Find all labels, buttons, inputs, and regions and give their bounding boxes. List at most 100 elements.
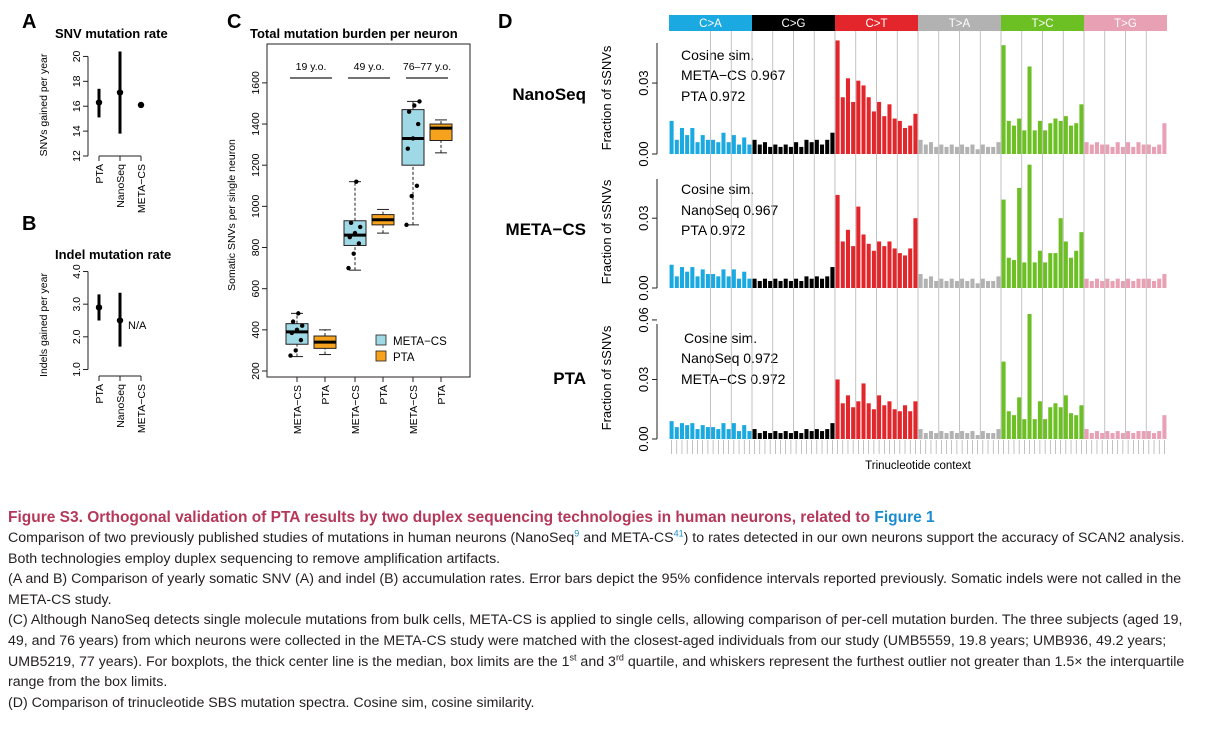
spectrum-bar bbox=[903, 405, 908, 439]
spectrum-bar bbox=[1037, 401, 1042, 439]
spectrum-bar bbox=[913, 113, 918, 154]
spectrum-bar bbox=[1089, 281, 1094, 288]
neuron-point bbox=[417, 99, 422, 104]
spectrum-bar bbox=[903, 255, 908, 288]
spectrum-bar bbox=[866, 243, 871, 288]
y-tick-label: 200 bbox=[250, 362, 262, 380]
caption-figure-link[interactable]: Figure 1 bbox=[874, 509, 935, 526]
panel-d-letter: D bbox=[498, 11, 512, 33]
citation-ref[interactable]: 9 bbox=[574, 528, 580, 539]
spectrum-bar bbox=[1157, 431, 1162, 439]
spectrum-bar bbox=[716, 276, 721, 288]
spectrum-bar bbox=[923, 144, 928, 154]
spectrum-bar bbox=[685, 135, 690, 154]
neuron-point bbox=[289, 330, 294, 336]
y-tick-label: 400 bbox=[250, 321, 262, 339]
neuron-point bbox=[288, 353, 293, 358]
spectrum-bar bbox=[773, 144, 778, 154]
x-tick-label: PTA bbox=[436, 385, 448, 405]
spectrum-bar bbox=[794, 278, 799, 288]
spectrum-bar bbox=[742, 137, 747, 154]
spectrum-bar bbox=[996, 276, 1001, 288]
caption-text: (C) Although NanoSeq detects single mole… bbox=[8, 612, 1183, 670]
spectrum-bar bbox=[887, 241, 892, 288]
type-label-c-t: C>T bbox=[865, 18, 887, 30]
spectrum-bar bbox=[799, 146, 804, 154]
cosine-sim-title: Cosine sim. bbox=[681, 47, 754, 63]
spectrum-bar bbox=[1126, 431, 1131, 439]
spectrum-bar bbox=[1110, 433, 1115, 439]
spectrum-bar bbox=[986, 146, 991, 154]
spectrum-bar bbox=[820, 144, 825, 154]
panel-c-ylabel: Somatic SNVs per single neuron bbox=[226, 139, 238, 291]
spectrum-bar bbox=[679, 423, 684, 439]
cosine-sim-block-pta: Cosine sim. NanoSeq 0.972 META−CS 0.972 bbox=[681, 330, 786, 387]
spectrum-bar bbox=[1063, 395, 1068, 439]
y-tick-label: 4.0 bbox=[71, 264, 83, 279]
spectrum-bar bbox=[1120, 433, 1125, 439]
spectrum-bar bbox=[1022, 130, 1027, 154]
neuron-point bbox=[416, 121, 421, 127]
y-tick-label: 1400 bbox=[250, 112, 262, 136]
spectrum-bar bbox=[1053, 403, 1058, 439]
type-box-t-c bbox=[1001, 15, 1084, 31]
spectrum-bar bbox=[742, 425, 747, 439]
spectrum-bar bbox=[991, 281, 996, 288]
spectrum-bar bbox=[918, 139, 923, 154]
spectrum-bar bbox=[1162, 274, 1167, 288]
neuron-point bbox=[412, 103, 417, 108]
panel-b-na-label: N/A bbox=[128, 320, 147, 332]
spectrum-bar bbox=[1146, 144, 1151, 154]
spectrum-bar bbox=[726, 142, 731, 154]
spectrum-bar bbox=[923, 433, 928, 439]
neuron-point bbox=[414, 183, 420, 188]
spectrum-bar bbox=[908, 125, 913, 154]
caption-text: quartile, and whiskers represent the fur… bbox=[8, 653, 1185, 691]
panel-c-title: Total mutation burden per neuron bbox=[250, 26, 458, 41]
spectrum-bar bbox=[1079, 104, 1084, 154]
spectrum-bar bbox=[700, 269, 705, 288]
spectrum-bar bbox=[1053, 118, 1058, 154]
spectrum-bar bbox=[1094, 431, 1099, 439]
cosine-sim-title: Cosine sim. bbox=[681, 181, 754, 197]
spectrum-bar bbox=[731, 423, 736, 439]
y-tick-label: 14 bbox=[71, 125, 83, 137]
spectrum-bar bbox=[1048, 407, 1053, 439]
spectrum-bar bbox=[975, 435, 980, 439]
spectrum-bar bbox=[840, 241, 845, 288]
spectrum-bar bbox=[809, 431, 814, 439]
neuron-point bbox=[290, 319, 296, 324]
spectrum-bar bbox=[674, 139, 679, 154]
caption-paragraph-d: (D) Comparison of trinucleotide SBS muta… bbox=[8, 694, 535, 711]
spectrum-bar bbox=[892, 248, 897, 288]
spectrum-bar bbox=[705, 139, 710, 154]
spectrum-bar bbox=[726, 276, 731, 288]
spectrum-bar bbox=[752, 139, 757, 154]
spectrum-bar bbox=[897, 120, 902, 154]
citation-ref[interactable]: 41 bbox=[673, 528, 684, 539]
spectrum-bar bbox=[1141, 144, 1146, 154]
spectrum-bar bbox=[1084, 278, 1089, 288]
spectrum-bar bbox=[685, 425, 690, 439]
spectrum-bar bbox=[1058, 120, 1063, 154]
spectrum-bar bbox=[825, 139, 830, 154]
spectrum-bar bbox=[882, 405, 887, 439]
spectrum-bar bbox=[934, 146, 939, 154]
panel-a-plot: 12 14 16 18 20 PTA NanoSeq META−CS bbox=[71, 50, 148, 213]
spectrum-bar bbox=[690, 127, 695, 154]
neuron-point bbox=[347, 235, 352, 240]
spectrum-bar bbox=[737, 278, 742, 288]
spectrum-bar bbox=[970, 278, 975, 288]
spectrum-bar bbox=[1006, 257, 1011, 288]
spectrum-bar bbox=[1152, 146, 1157, 154]
spectrum-bar bbox=[1110, 281, 1115, 288]
type-box-c-a bbox=[669, 15, 752, 31]
spectrum-bar bbox=[711, 274, 716, 288]
caption-text: Comparison of two previously published s… bbox=[8, 530, 575, 546]
spectrum-bar bbox=[695, 276, 700, 288]
box-iqr bbox=[285, 323, 309, 345]
spectrum-bar bbox=[928, 431, 933, 439]
spectrum-bar bbox=[1069, 413, 1074, 439]
spectrum-bar bbox=[923, 278, 928, 288]
cosine-sim-line: PTA 0.972 bbox=[681, 222, 746, 238]
